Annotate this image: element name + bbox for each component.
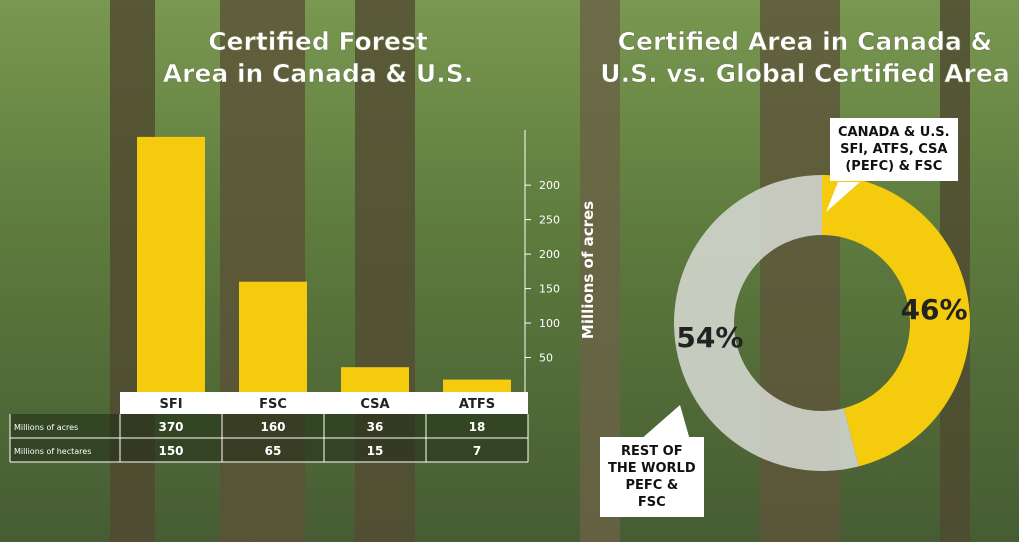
chart-title: U.S. vs. Global Certified Area [600,59,1009,88]
value-label: 54% [676,321,743,354]
y-tick-label: 250 [539,214,560,227]
slice-callout: REST OF THE WORLD PEFC & FSC [600,437,704,517]
row-label: Millions of hectares [14,447,91,456]
x-tick-label: CSA [360,397,389,412]
row-label: Millions of acres [14,423,78,432]
x-tick-label: FSC [259,397,287,412]
table-value: 7 [473,444,481,458]
x-tick-label: ATFS [459,397,495,412]
slice-callout: CANADA & U.S. SFI, ATFS, CSA (PEFC) & FS… [830,118,958,181]
bar [443,380,511,392]
infographic: Certified Forest Area in Canada & U.S. 50 1… [0,0,1019,542]
y-tick-label: 200 [539,179,560,192]
y-tick-label: 200 [539,248,560,261]
y-tick-label: 100 [539,317,560,330]
y-tick-label: 150 [539,283,560,296]
bar [239,282,307,392]
table-value: 18 [469,420,486,434]
x-tick-label: SFI [159,397,182,412]
chart-title: Certified Forest [208,27,428,56]
y-axis-label: Millions of acres [579,201,597,339]
y-tick-label: 50 [539,352,553,365]
chart-title: Certified Area in Canada & [618,27,993,56]
table-value: 36 [367,420,384,434]
table-value: 15 [367,444,384,458]
bar [137,137,205,392]
table-value: 160 [260,420,285,434]
bar [341,367,409,392]
table-value: 65 [265,444,282,458]
value-label: 46% [901,293,968,326]
chart-title: Area in Canada & U.S. [163,59,473,88]
table-value: 370 [158,420,183,434]
chart: Certified Forest Area in Canada & U.S. 50 1… [0,0,1019,542]
table-value: 150 [158,444,183,458]
